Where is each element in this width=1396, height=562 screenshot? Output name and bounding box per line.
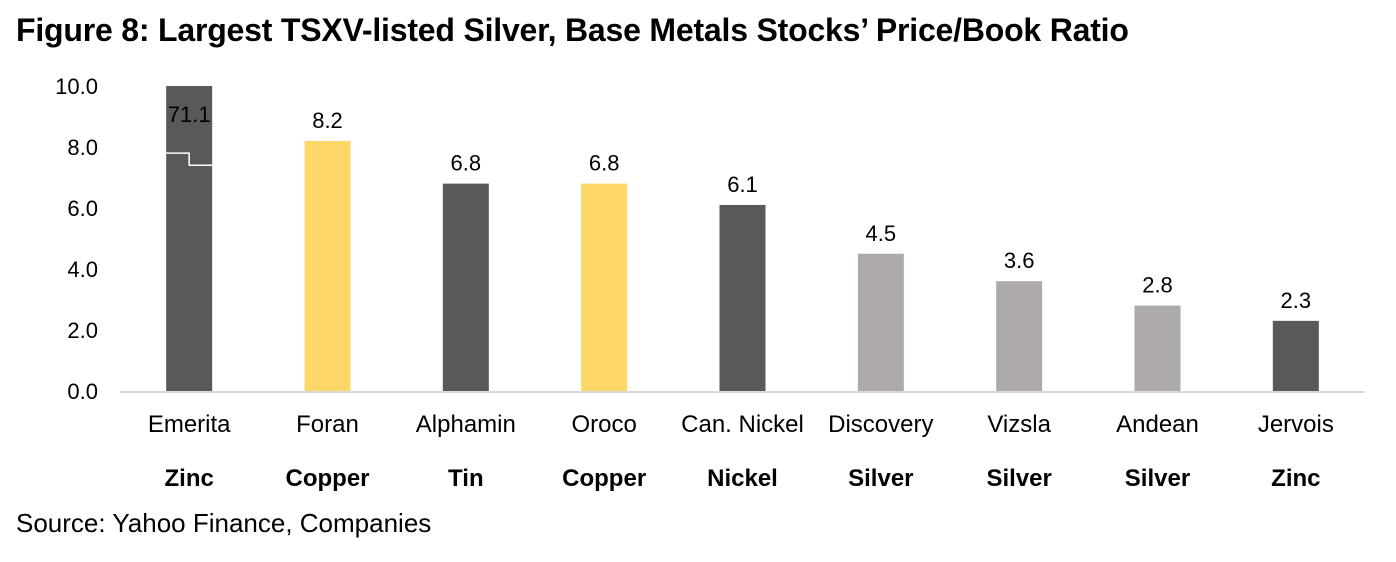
x-tick-label: Alphamin [416,411,516,438]
bar-can-nickel [719,204,766,391]
metal-group-label: Zinc [164,465,213,492]
x-axis: Emerita Zinc Foran Copper Alphamin Tin Oroco Co… [120,391,1365,492]
x-tick-label: Vizsla [987,411,1051,438]
y-tick-label: 8.0 [67,135,98,160]
y-tick-label: 2.0 [67,318,98,343]
bar-discovery [857,253,904,391]
metal-group-label: Silver [1125,465,1190,492]
data-label: 6.8 [451,151,482,176]
y-tick-label: 4.0 [67,257,98,282]
y-tick-label: 0.0 [67,379,98,404]
data-label: 6.8 [589,151,620,176]
bar-emerita [166,86,213,391]
data-label: 2.8 [1142,273,1173,298]
metal-group-label: Copper [562,465,646,492]
bars: 71.1 8.2 6.8 6.8 6.1 4.5 3.6 2.8 2.3 [166,86,1319,391]
metal-group-label: Copper [286,465,370,492]
x-tick-label: Jervois [1258,411,1334,438]
metal-group-label: Zinc [1271,465,1320,492]
x-tick-label: Foran [296,411,359,438]
data-label: 71.1 [168,102,211,127]
y-axis: 0.0 2.0 4.0 6.0 8.0 10.0 [55,74,98,404]
y-tick-label: 6.0 [67,196,98,221]
bar-chart: 0.0 2.0 4.0 6.0 8.0 10.0 71.1 8.2 6.8 6.8 6.1 4.5 3… [55,74,1365,492]
bar-vizsla [996,281,1043,391]
data-label: 4.5 [866,221,897,246]
x-tick-label: Andean [1116,411,1199,438]
data-label: 2.3 [1281,288,1312,313]
bar-andean [1134,305,1181,391]
y-tick-label: 10.0 [55,74,98,99]
chart-title: Figure 8: Largest TSXV-listed Silver, Ba… [16,12,1129,48]
axis-break-marker [166,152,213,167]
data-label: 6.1 [727,172,758,197]
x-tick-label: Can. Nickel [681,411,804,438]
x-tick-label: Discovery [828,411,933,438]
data-label: 3.6 [1004,248,1035,273]
bar-oroco [581,183,628,391]
x-tick-label: Oroco [571,411,636,438]
metal-group-label: Silver [848,465,913,492]
metal-group-label: Nickel [707,465,778,492]
source-note: Source: Yahoo Finance, Companies [16,508,432,538]
metal-group-label: Tin [448,465,484,492]
data-label: 8.2 [312,108,343,133]
metal-group-label: Silver [986,465,1051,492]
bar-alphamin [442,183,489,391]
bar-jervois [1272,320,1319,391]
x-tick-label: Emerita [148,411,231,438]
bar-foran [304,140,351,391]
